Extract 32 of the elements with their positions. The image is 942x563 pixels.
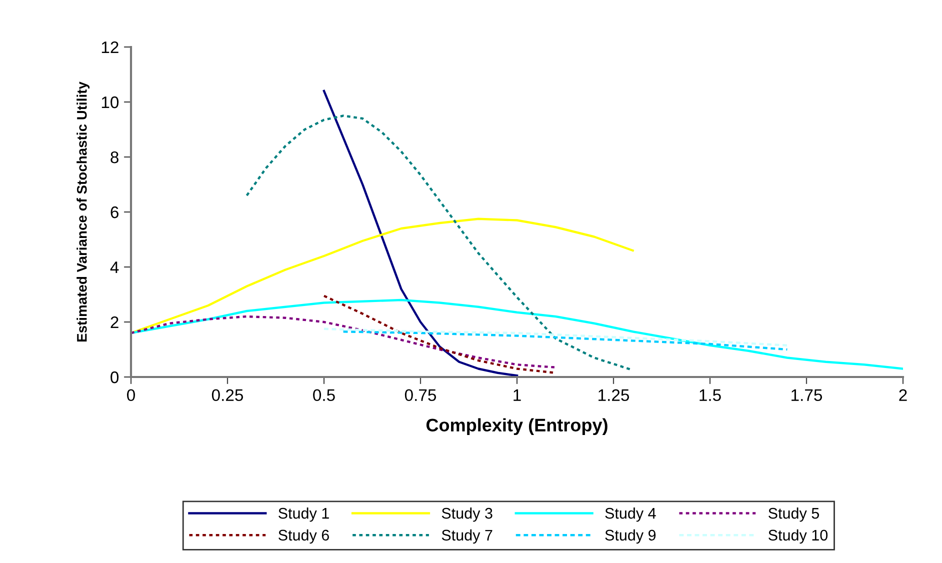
y-tick-label: 0 [110, 371, 119, 384]
x-tick-label: 0 [127, 389, 135, 402]
legend-label: Study 7 [442, 529, 492, 544]
legend-label: Study 3 [442, 508, 492, 522]
legend-label: Study 10 [768, 529, 828, 544]
x-tick-label: 1.75 [792, 389, 822, 402]
legend-label: Study 5 [768, 508, 820, 522]
line-series [131, 218, 634, 334]
x-tick-label: 0.75 [404, 389, 436, 402]
x-tick-label: 1.25 [598, 389, 630, 402]
x-tick-label: 2 [899, 389, 907, 401]
x-tick-label: 0.5 [313, 389, 335, 402]
y-tick-label: 4 [110, 262, 119, 274]
line-series [342, 330, 788, 351]
y-axis-title: Estimated Variance of Stochastic Utility [76, 82, 90, 342]
line-series [322, 90, 518, 377]
x-tick-label: 1 [514, 389, 521, 401]
line-series [131, 315, 557, 368]
legend-label: Study 6 [278, 529, 329, 544]
x-axis-title: Complexity (Entropy) [426, 418, 608, 436]
y-tick-label: 10 [102, 96, 119, 108]
legend-label: Study 1 [278, 508, 329, 522]
x-tick-label: 0.25 [212, 389, 244, 402]
line-series [322, 328, 788, 346]
y-tick-label: 2 [110, 316, 118, 328]
x-tick-label: 1.5 [700, 389, 721, 402]
y-tick-label: 8 [110, 151, 118, 164]
legend-label: Study 4 [605, 508, 656, 522]
legend-label: Study 9 [605, 529, 656, 544]
y-tick-label: 6 [110, 206, 118, 218]
line-series [131, 298, 903, 370]
y-tick-label: 12 [102, 41, 118, 54]
